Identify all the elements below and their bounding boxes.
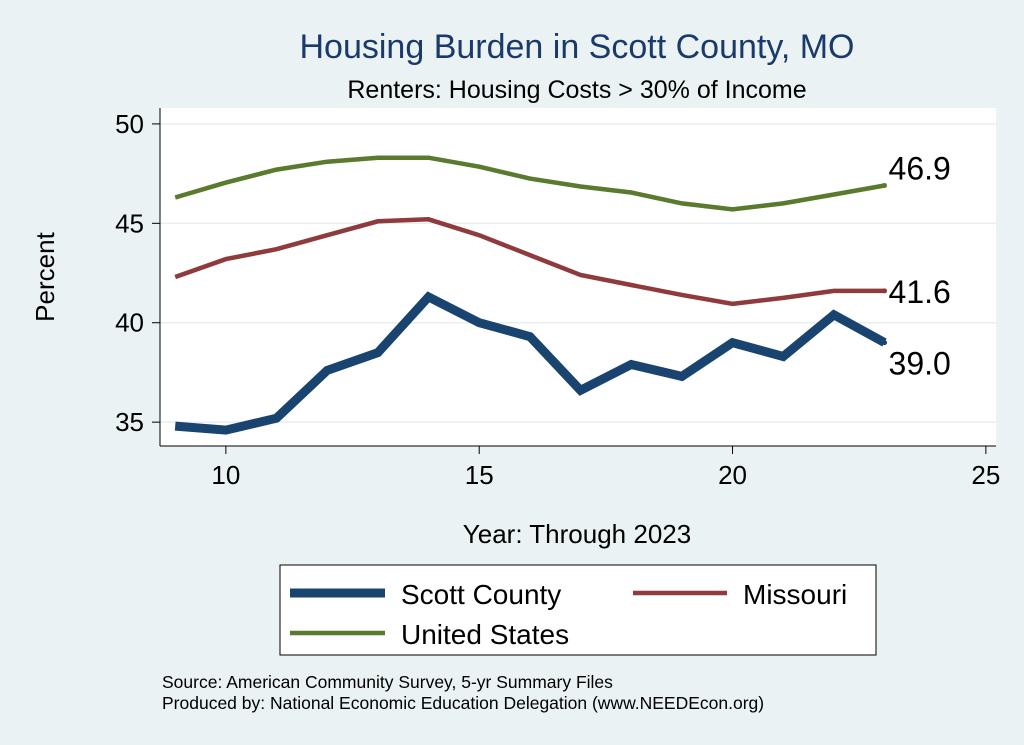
legend-item-missouri-label: Missouri bbox=[743, 579, 847, 610]
x-tick-label: 10 bbox=[211, 460, 240, 490]
y-tick-label: 50 bbox=[115, 109, 144, 139]
x-tick-label: 15 bbox=[465, 460, 494, 490]
end-label: 41.6 bbox=[889, 274, 951, 310]
series-line-united-states bbox=[174, 155, 885, 212]
y-tick-label: 45 bbox=[115, 208, 144, 238]
series-line-missouri bbox=[174, 217, 885, 307]
end-label: 46.9 bbox=[889, 151, 951, 187]
x-axis-title: Year: Through 2023 bbox=[463, 519, 691, 549]
end-labels: 39.0 41.6 46.9 bbox=[882, 151, 951, 382]
y-tick-label: 40 bbox=[115, 308, 144, 338]
series-line-scott-county bbox=[174, 291, 887, 435]
series-group bbox=[174, 155, 887, 435]
chart-title: Housing Burden in Scott County, MO bbox=[300, 28, 855, 66]
x-tick-label: 25 bbox=[971, 460, 1000, 490]
source-note: Source: American Community Survey, 5-yr … bbox=[162, 672, 613, 692]
y-tick-label: 35 bbox=[115, 407, 144, 437]
chart-subtitle: Renters: Housing Costs > 30% of Income bbox=[347, 76, 806, 104]
legend-item-united-states-label: United States bbox=[401, 619, 569, 650]
legend-box bbox=[279, 564, 877, 656]
legend-item-scott-county-label: Scott County bbox=[401, 579, 561, 610]
end-marker bbox=[882, 340, 888, 346]
y-axis-title: Percent bbox=[30, 231, 60, 321]
end-label: 39.0 bbox=[889, 346, 951, 382]
producer-note: Produced by: National Economic Education… bbox=[162, 693, 764, 713]
axes: 35 40 45 50 10 15 20 25 bbox=[115, 108, 1000, 490]
legend: Scott County Missouri United States bbox=[279, 564, 877, 656]
end-marker bbox=[882, 288, 888, 294]
end-marker bbox=[882, 183, 888, 189]
x-tick-label: 20 bbox=[718, 460, 747, 490]
plot-area bbox=[160, 108, 996, 446]
